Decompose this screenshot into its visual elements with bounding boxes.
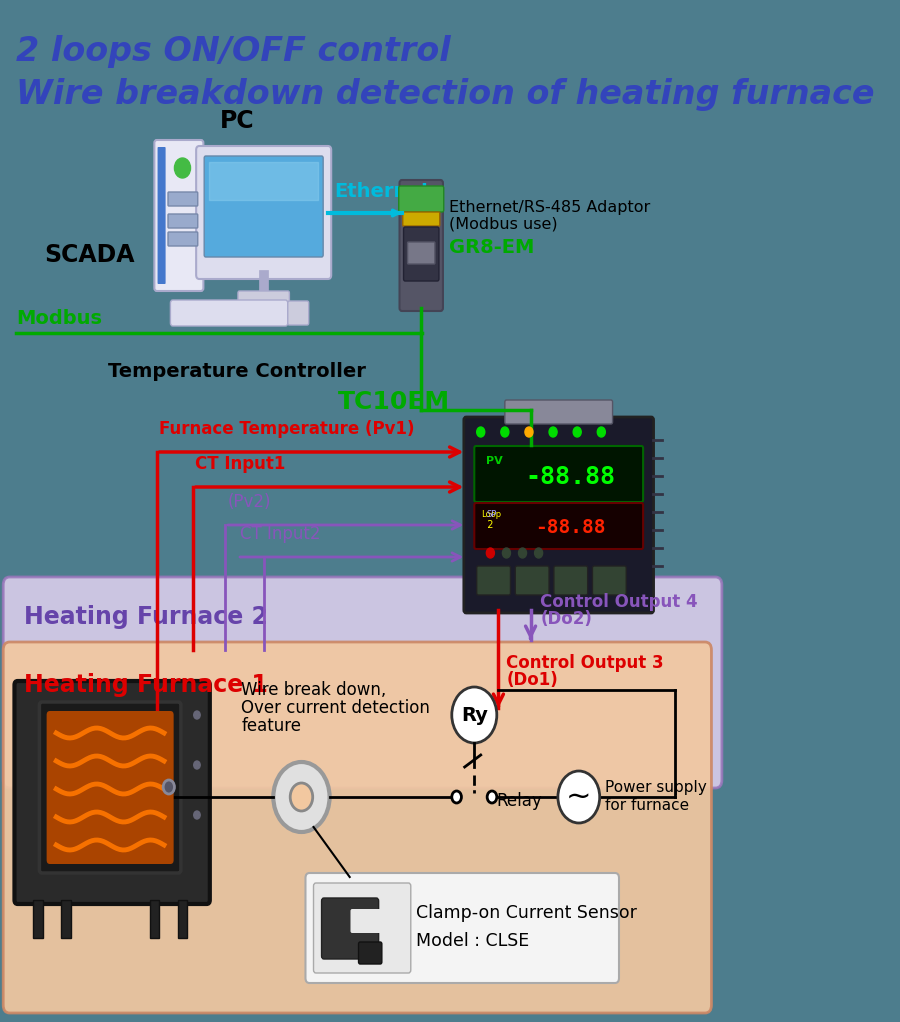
- Text: Modbus: Modbus: [16, 309, 102, 327]
- FancyBboxPatch shape: [14, 681, 210, 904]
- Text: Ethernet/RS-485 Adaptor: Ethernet/RS-485 Adaptor: [448, 199, 650, 215]
- FancyBboxPatch shape: [47, 711, 174, 864]
- Circle shape: [477, 427, 485, 437]
- FancyBboxPatch shape: [154, 140, 203, 291]
- Text: ~: ~: [566, 783, 591, 811]
- FancyBboxPatch shape: [196, 146, 331, 279]
- Text: (Do2): (Do2): [540, 610, 592, 628]
- FancyBboxPatch shape: [464, 417, 653, 613]
- FancyBboxPatch shape: [168, 192, 198, 206]
- Circle shape: [558, 771, 599, 823]
- Text: PV: PV: [486, 456, 503, 466]
- Circle shape: [194, 811, 200, 819]
- Circle shape: [487, 791, 497, 803]
- FancyBboxPatch shape: [554, 566, 588, 595]
- Text: SP: SP: [486, 510, 497, 519]
- Circle shape: [573, 427, 581, 437]
- FancyBboxPatch shape: [168, 232, 198, 246]
- FancyBboxPatch shape: [4, 642, 711, 1013]
- Circle shape: [486, 548, 494, 558]
- FancyBboxPatch shape: [170, 300, 288, 326]
- Circle shape: [194, 761, 200, 769]
- Text: TC10EM: TC10EM: [338, 390, 450, 414]
- FancyBboxPatch shape: [321, 898, 379, 959]
- FancyBboxPatch shape: [238, 291, 290, 305]
- Text: (Pv2): (Pv2): [228, 493, 271, 511]
- Text: (Modbus use): (Modbus use): [448, 217, 557, 232]
- Circle shape: [518, 548, 526, 558]
- FancyBboxPatch shape: [402, 212, 440, 226]
- Circle shape: [500, 427, 508, 437]
- Text: SCADA: SCADA: [44, 243, 135, 267]
- FancyBboxPatch shape: [403, 227, 439, 281]
- Text: Control Output 3: Control Output 3: [507, 654, 664, 672]
- FancyBboxPatch shape: [400, 180, 443, 311]
- FancyBboxPatch shape: [168, 214, 198, 228]
- Circle shape: [194, 711, 200, 719]
- Text: Over current detection: Over current detection: [241, 699, 430, 717]
- Text: Relay: Relay: [497, 792, 543, 810]
- FancyBboxPatch shape: [474, 446, 644, 502]
- Text: Furnace Temperature (Pv1): Furnace Temperature (Pv1): [159, 420, 415, 438]
- Circle shape: [175, 158, 191, 178]
- Text: for furnace: for furnace: [605, 797, 688, 812]
- Text: Power supply: Power supply: [605, 780, 706, 794]
- FancyBboxPatch shape: [350, 909, 382, 933]
- FancyBboxPatch shape: [288, 301, 309, 325]
- FancyBboxPatch shape: [358, 942, 382, 964]
- Circle shape: [502, 548, 510, 558]
- FancyBboxPatch shape: [505, 400, 613, 424]
- Text: Ethernet: Ethernet: [335, 182, 430, 201]
- FancyBboxPatch shape: [477, 566, 510, 595]
- Circle shape: [535, 548, 543, 558]
- FancyBboxPatch shape: [399, 186, 444, 212]
- Text: CT Input2: CT Input2: [239, 525, 320, 543]
- FancyBboxPatch shape: [33, 900, 42, 938]
- Text: (Do1): (Do1): [507, 671, 558, 689]
- FancyBboxPatch shape: [40, 702, 181, 873]
- Text: PC: PC: [220, 109, 255, 133]
- Text: 2 loops ON/OFF control: 2 loops ON/OFF control: [16, 35, 451, 68]
- FancyBboxPatch shape: [204, 156, 323, 257]
- FancyBboxPatch shape: [177, 900, 187, 938]
- FancyBboxPatch shape: [61, 900, 71, 938]
- FancyBboxPatch shape: [408, 242, 435, 264]
- Text: 2: 2: [481, 520, 493, 530]
- Circle shape: [452, 791, 462, 803]
- Text: Control Output 4: Control Output 4: [540, 593, 698, 611]
- FancyBboxPatch shape: [516, 566, 549, 595]
- Circle shape: [549, 427, 557, 437]
- Text: Temperature Controller: Temperature Controller: [108, 362, 366, 381]
- Text: GR8-EM: GR8-EM: [448, 237, 534, 257]
- Circle shape: [163, 780, 175, 794]
- FancyBboxPatch shape: [4, 577, 722, 788]
- Text: Ry: Ry: [461, 705, 488, 725]
- Text: Wire break down,: Wire break down,: [241, 681, 386, 699]
- Circle shape: [598, 427, 606, 437]
- Text: Loop: Loop: [481, 510, 501, 519]
- Text: Wire breakdown detection of heating furnace: Wire breakdown detection of heating furn…: [16, 78, 875, 111]
- Circle shape: [290, 783, 312, 811]
- FancyBboxPatch shape: [474, 503, 644, 549]
- Circle shape: [525, 427, 533, 437]
- Circle shape: [274, 762, 329, 832]
- FancyBboxPatch shape: [158, 147, 166, 284]
- Text: CT Input1: CT Input1: [195, 455, 285, 473]
- FancyBboxPatch shape: [305, 873, 619, 983]
- FancyBboxPatch shape: [592, 566, 626, 595]
- Circle shape: [452, 687, 497, 743]
- Text: Heating Furnace 1: Heating Furnace 1: [24, 673, 268, 697]
- FancyBboxPatch shape: [313, 883, 410, 973]
- Text: -88.88: -88.88: [526, 465, 616, 489]
- Text: Clamp-on Current Sensor: Clamp-on Current Sensor: [416, 904, 636, 922]
- Text: Heating Furnace 2: Heating Furnace 2: [24, 605, 268, 629]
- Text: -88.88: -88.88: [536, 517, 606, 537]
- FancyBboxPatch shape: [149, 900, 159, 938]
- Text: feature: feature: [241, 717, 302, 735]
- Text: Model : CLSE: Model : CLSE: [416, 932, 529, 950]
